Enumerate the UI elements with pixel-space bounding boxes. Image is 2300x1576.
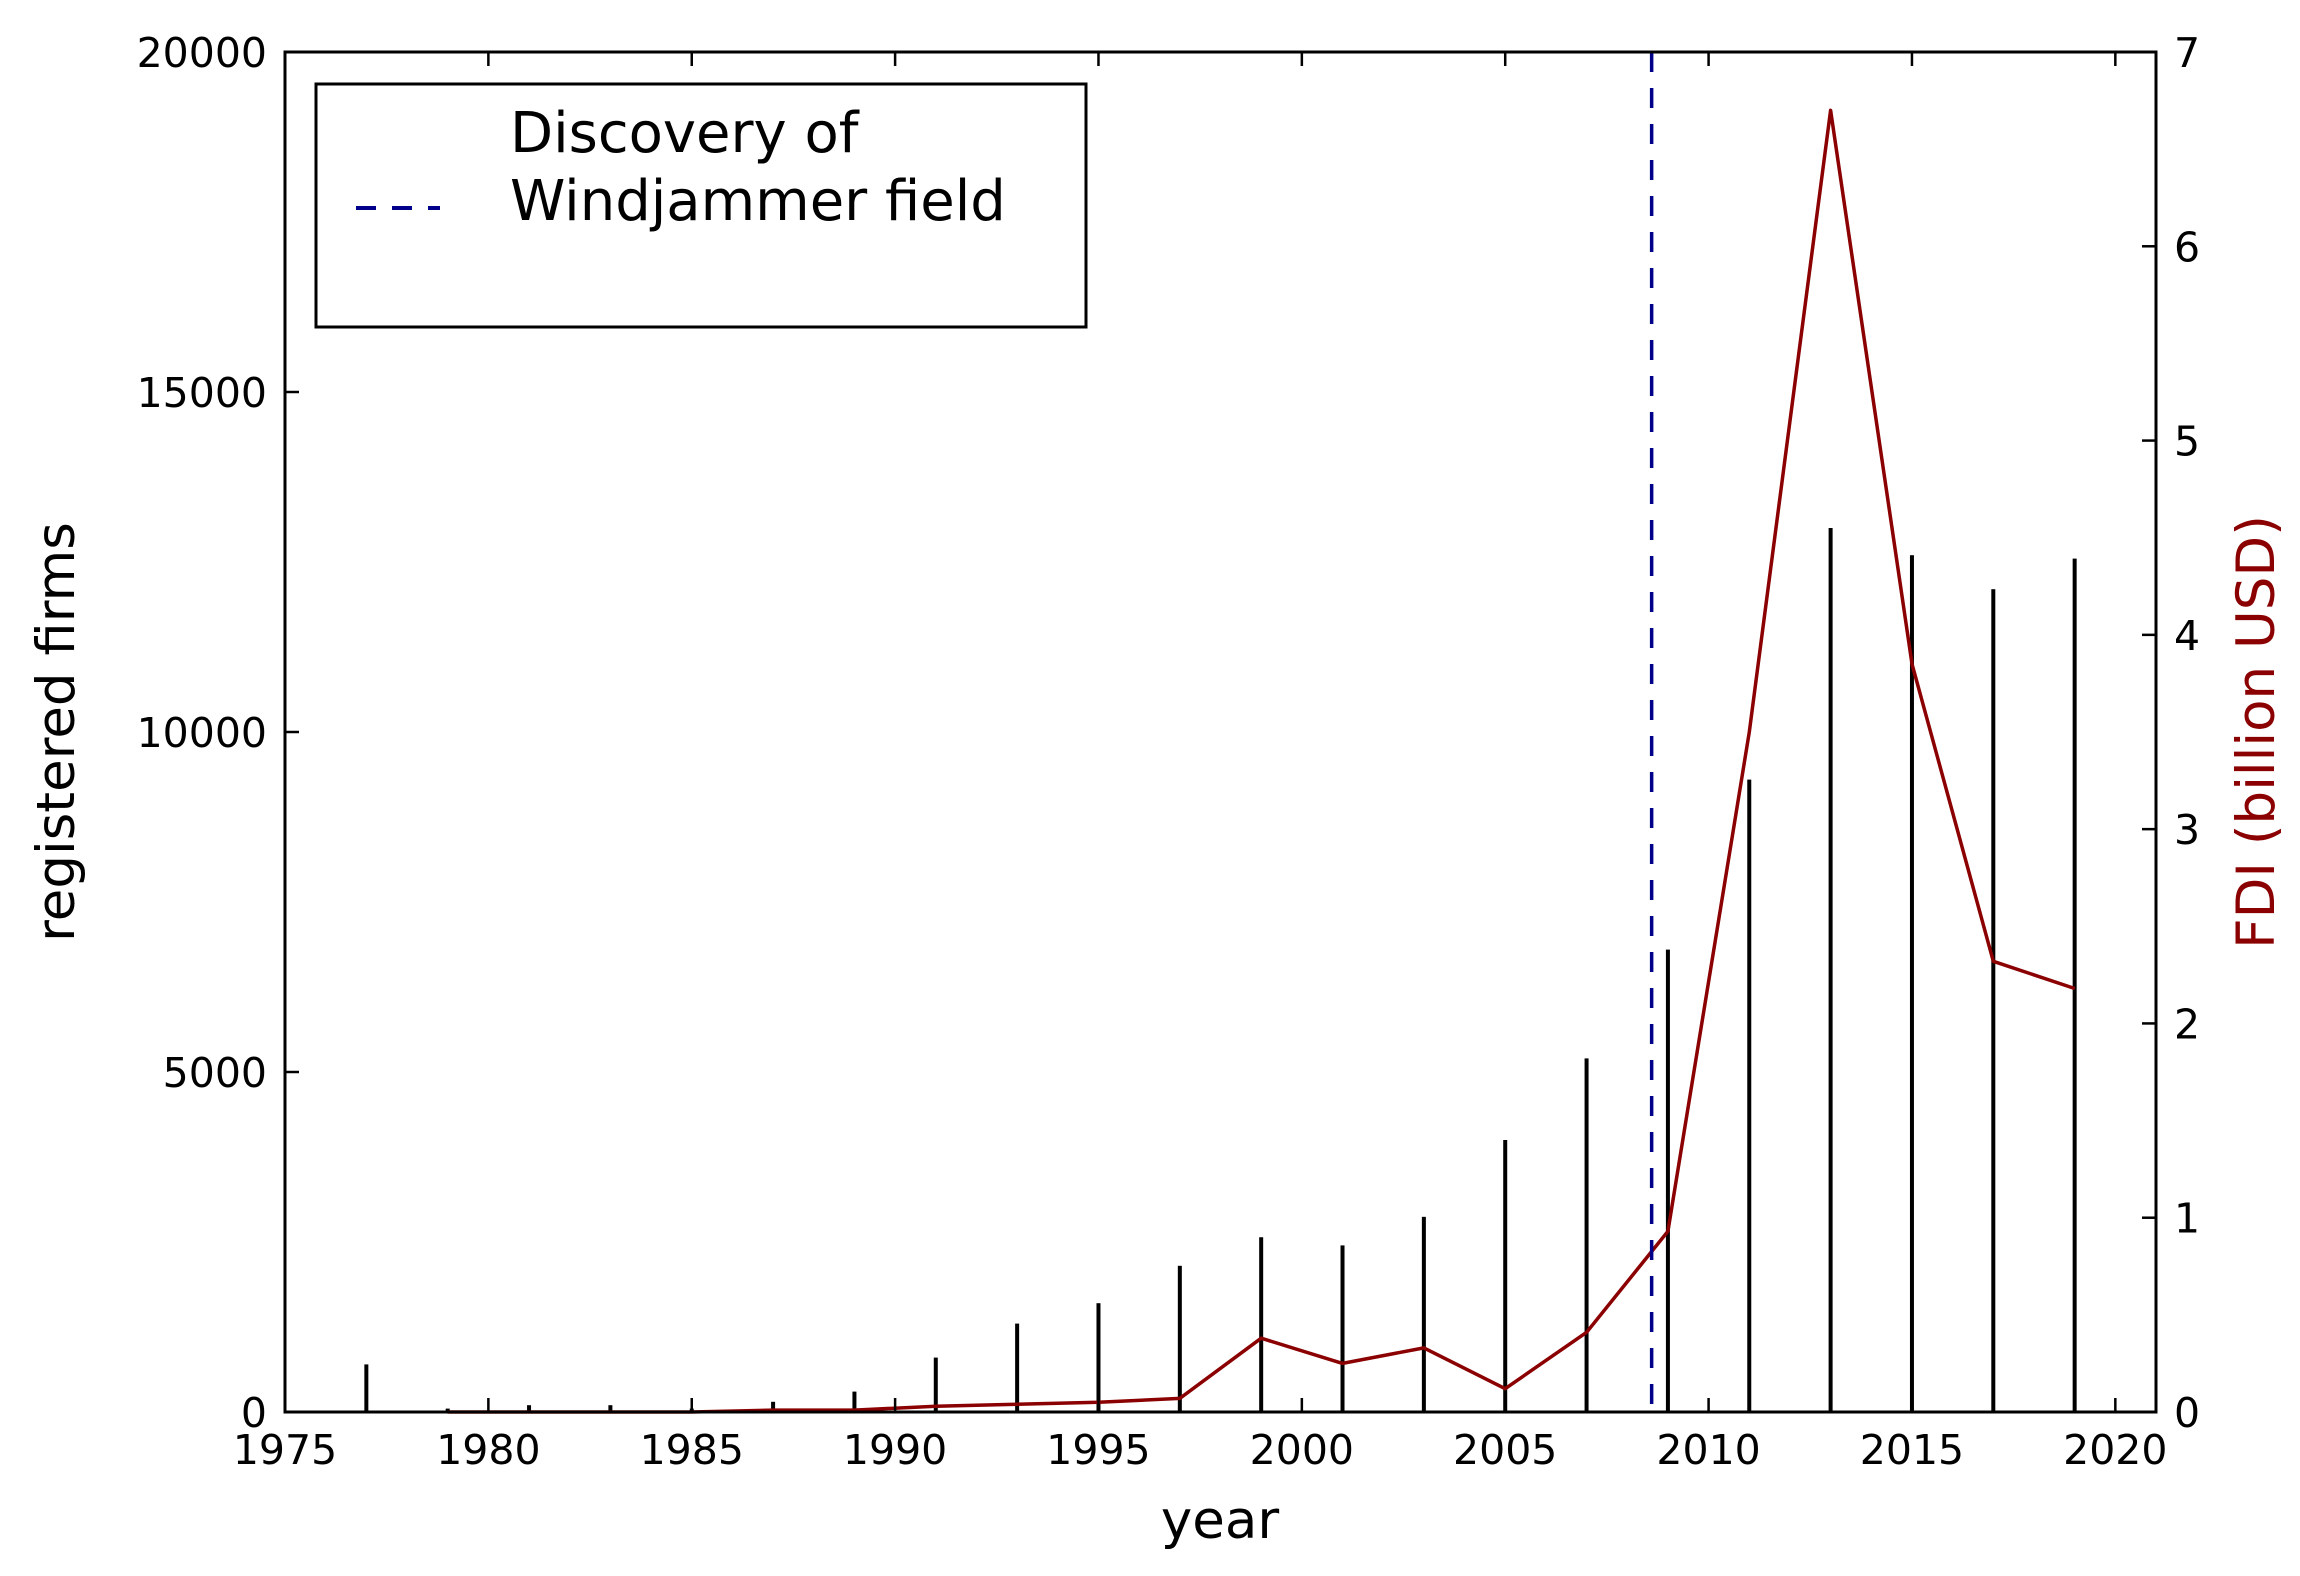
x-tick-label: 2020	[2063, 1426, 2167, 1474]
firm-bar	[1503, 1140, 1508, 1412]
firm-bar	[1909, 555, 1914, 1412]
fdi-point	[1748, 731, 1750, 733]
y-tick-label: 20000	[137, 29, 267, 77]
fdi-point	[935, 1405, 937, 1407]
y-tick-label: 15000	[137, 369, 267, 417]
x-axis: 1975 1980 1985 1990 1995 2000 2005 2010 2015 2020	[233, 52, 2167, 1474]
fdi-point	[772, 1409, 774, 1411]
y-tick-label: 0	[241, 1389, 267, 1437]
firm-bar	[1340, 1245, 1345, 1412]
y-tick-label: 5000	[163, 1049, 267, 1097]
firm-bar	[364, 1364, 369, 1412]
x-tick-label: 2010	[1656, 1426, 1760, 1474]
y-tick-label: 10000	[137, 709, 267, 757]
firm-bar	[1177, 1265, 1182, 1412]
legend: Discovery of Windjammer field	[314, 82, 1088, 329]
fdi-point	[1830, 109, 1832, 111]
y-axis-left: 0 5000 10000 15000 20000	[137, 29, 299, 1437]
firm-bar	[1015, 1323, 1020, 1412]
x-tick-label: 1985	[640, 1426, 744, 1474]
firm-bar	[771, 1401, 776, 1412]
y2-tick-label: 7	[2174, 29, 2200, 77]
firm-bar	[933, 1357, 938, 1412]
y-axis-title: registered firms	[26, 522, 87, 942]
fdi-point	[1667, 1230, 1669, 1232]
y2-tick-label: 5	[2174, 418, 2200, 466]
firm-bar	[1096, 1303, 1101, 1412]
x-tick-label: 1975	[233, 1426, 337, 1474]
fdi-point	[2074, 987, 2076, 989]
y2-axis-title: FDI (billion USD)	[2226, 515, 2287, 949]
fdi-point	[1016, 1403, 1018, 1405]
firm-bar	[1991, 589, 1996, 1412]
fdi-point	[1260, 1337, 1262, 1339]
x-tick-label: 1980	[436, 1426, 540, 1474]
x-tick-label: 1990	[843, 1426, 947, 1474]
x-tick-label: 2000	[1250, 1426, 1354, 1474]
x-tick-label: 2015	[1860, 1426, 1964, 1474]
y2-tick-label: 3	[2174, 806, 2200, 854]
firm-bars	[364, 528, 2077, 1412]
x-tick-label: 2005	[1453, 1426, 1557, 1474]
legend-box	[314, 82, 1088, 329]
firm-bar	[2072, 558, 2077, 1412]
firm-bar	[1828, 528, 1833, 1412]
firm-bar	[1584, 1058, 1589, 1412]
y2-tick-label: 1	[2174, 1195, 2200, 1243]
firm-bar	[1747, 779, 1752, 1412]
firm-bar	[1665, 949, 1670, 1412]
legend-label-line-2: Windjammer field	[510, 169, 1006, 234]
firm-bar	[852, 1391, 857, 1412]
fdi-point	[853, 1409, 855, 1411]
fdi-point	[1423, 1347, 1425, 1349]
firm-bar	[608, 1405, 613, 1412]
y-axis-right: 0 1 2 3 4 5 6 7	[2142, 29, 2200, 1437]
firm-bar	[1421, 1216, 1426, 1412]
y2-tick-label: 2	[2174, 1000, 2200, 1048]
y2-tick-label: 6	[2174, 223, 2200, 271]
firm-bar	[527, 1405, 532, 1412]
x-axis-title: year	[1161, 1490, 1279, 1551]
legend-label-line-1: Discovery of	[510, 101, 860, 166]
y2-tick-label: 4	[2174, 612, 2200, 660]
y2-tick-label: 0	[2174, 1389, 2200, 1437]
fdi-point	[1911, 663, 1913, 665]
x-tick-label: 1995	[1046, 1426, 1150, 1474]
firm-bar	[1259, 1237, 1264, 1412]
fdi-point	[1992, 960, 1994, 962]
fdi-point	[1586, 1331, 1588, 1333]
fdi-point	[1179, 1397, 1181, 1399]
fdi-point	[1504, 1388, 1506, 1390]
firm-bar	[445, 1408, 450, 1412]
fdi-point	[1342, 1362, 1344, 1364]
